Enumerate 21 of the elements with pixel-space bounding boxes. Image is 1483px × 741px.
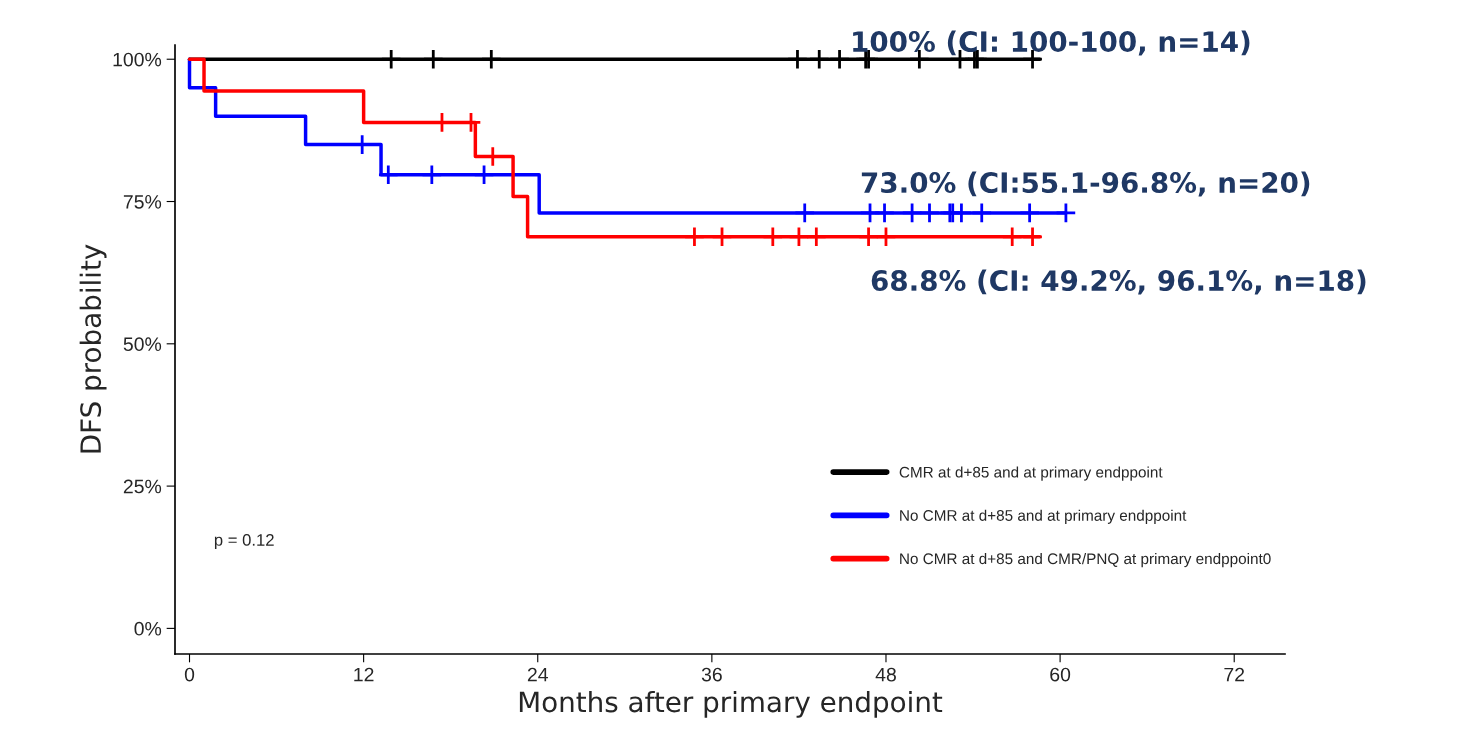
annotation: 100% (CI: 100-100, n=14) xyxy=(853,30,1250,56)
y-tick-label: 0% xyxy=(134,621,162,636)
x-tick-label: 36 xyxy=(701,667,722,682)
annotation: p = 0.12 xyxy=(214,534,274,550)
x-tick-label: 12 xyxy=(354,667,374,682)
x-tick-label: 48 xyxy=(875,667,896,682)
y-tick-label: 50% xyxy=(123,337,162,352)
y-axis-title: DFS probability xyxy=(79,244,107,453)
x-tick-label: 0 xyxy=(184,667,195,682)
legend-label: No CMR at d+85 and at primary endppoint xyxy=(900,509,1187,524)
annotation: 68.8% (CI: 49.2%, 96.1%, n=18) xyxy=(871,269,1366,295)
x-tick-label: 60 xyxy=(1050,667,1071,682)
x-tick-label: 72 xyxy=(1224,667,1245,682)
annotation: 73.0% (CI:55.1-96.8%, n=20) xyxy=(861,171,1310,197)
x-tick-label: 24 xyxy=(527,667,548,682)
y-tick-label: 75% xyxy=(123,195,162,209)
y-tick-label: 100% xyxy=(113,52,162,67)
x-axis-title: Months after primary endpoint xyxy=(519,690,943,718)
legend-label: No CMR at d+85 and CMR/PNQ at primary endppoint0 xyxy=(900,552,1271,568)
y-tick-label: 25% xyxy=(123,479,162,494)
legend-label: CMR at d+85 and at primary endppoint xyxy=(899,466,1163,481)
